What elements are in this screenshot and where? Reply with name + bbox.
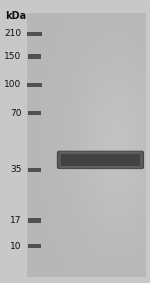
Text: 35: 35: [10, 165, 21, 174]
Text: 210: 210: [4, 29, 21, 38]
FancyBboxPatch shape: [58, 151, 143, 169]
Text: kDa: kDa: [5, 11, 26, 21]
FancyBboxPatch shape: [57, 151, 144, 169]
Text: 100: 100: [4, 80, 21, 89]
FancyBboxPatch shape: [60, 153, 141, 167]
FancyBboxPatch shape: [59, 152, 142, 168]
FancyBboxPatch shape: [27, 32, 42, 36]
FancyBboxPatch shape: [28, 54, 41, 59]
FancyBboxPatch shape: [27, 83, 42, 87]
FancyBboxPatch shape: [61, 153, 140, 166]
FancyBboxPatch shape: [27, 14, 146, 277]
FancyBboxPatch shape: [62, 154, 139, 166]
FancyBboxPatch shape: [28, 244, 41, 248]
Text: 150: 150: [4, 52, 21, 61]
FancyBboxPatch shape: [28, 111, 41, 115]
Text: 10: 10: [10, 242, 21, 251]
FancyBboxPatch shape: [28, 168, 41, 172]
FancyBboxPatch shape: [58, 152, 142, 168]
FancyBboxPatch shape: [61, 153, 140, 166]
FancyBboxPatch shape: [28, 218, 41, 223]
Text: 17: 17: [10, 216, 21, 225]
FancyBboxPatch shape: [63, 154, 138, 166]
Text: 70: 70: [10, 109, 21, 118]
